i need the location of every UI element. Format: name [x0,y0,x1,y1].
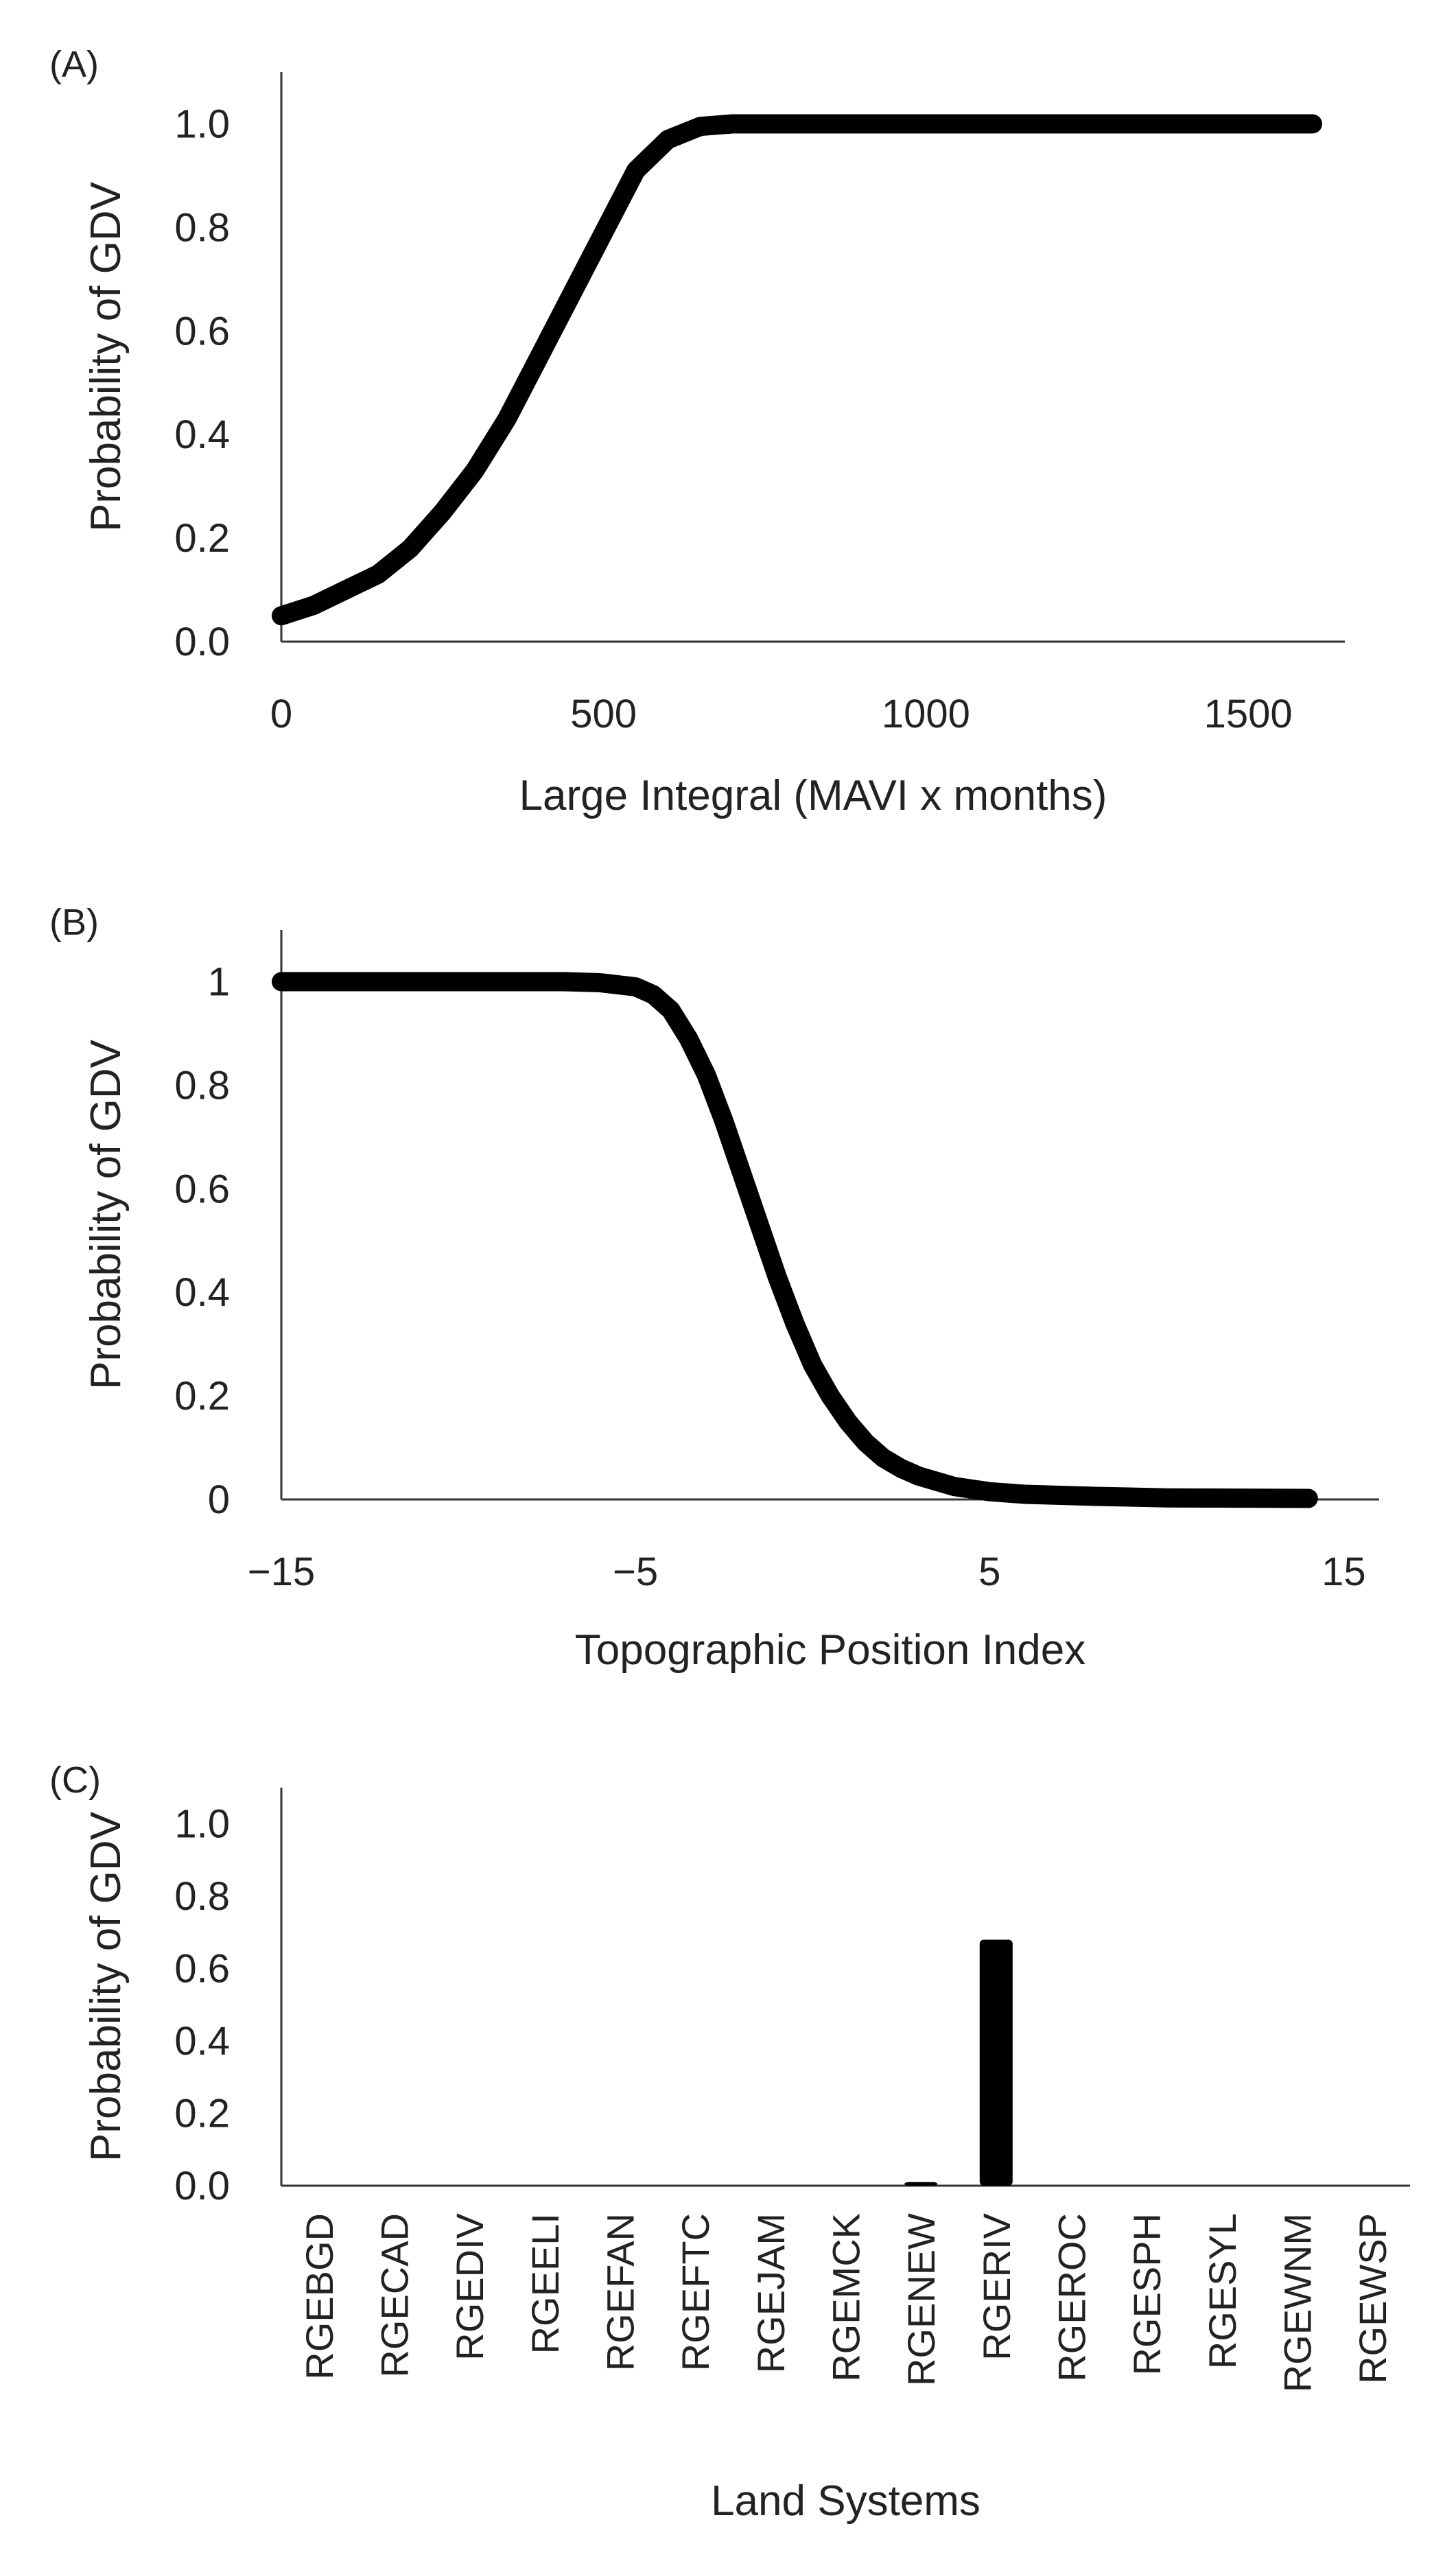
category-label: RGENEW [900,2213,943,2386]
category-label: RGEDIV [448,2212,491,2360]
category-label: RGEWSP [1351,2213,1394,2384]
category-label: RGEROC [1050,2213,1094,2382]
panel-label: (A) [49,44,99,85]
bar [904,2182,938,2186]
y-tick-label: 0.2 [174,2092,230,2136]
y-tick-label: 0.4 [174,412,230,457]
y-tick-label: 0.4 [174,2019,230,2064]
x-tick-label: 0 [270,692,292,736]
y-tick-label: 0.2 [174,1374,230,1418]
x-tick-label: −15 [248,1550,315,1594]
category-label: RGEJAM [749,2213,792,2373]
category-label: RGEWNM [1276,2213,1319,2392]
panel-label: (B) [49,902,99,943]
series-line [272,114,1322,626]
y-tick-label: 0.8 [174,1874,230,1919]
x-tick-label: 500 [570,692,637,736]
y-tick-label: 0.8 [174,1063,230,1108]
y-axis-title: Probability of GDV [82,1811,130,2162]
x-axis-title: Land Systems [711,2477,981,2525]
x-tick-label: 5 [978,1550,1000,1594]
panel-c: (C) 0.0 0.2 0.4 0.6 0.8 1.0 Probability of GDV R… [49,1760,1410,2525]
y-tick-label: 0.6 [174,1167,230,1211]
y-axis-title: Probability of GDV [82,181,130,532]
x-axis-title: Large Integral (MAVI x months) [519,772,1107,819]
x-tick-label: 15 [1322,1550,1366,1594]
bar [979,1939,1013,2186]
x-tick-label: 1500 [1204,692,1293,736]
y-tick-label: 0.4 [174,1270,230,1315]
category-label: RGESPH [1125,2213,1169,2376]
category-label: RGEFAN [599,2213,642,2371]
y-tick-label: 0.0 [174,2164,230,2208]
y-tick-label: 0.2 [174,516,230,561]
y-tick-label: 1.0 [174,1802,230,1847]
panel-b: (B) 0 0.2 0.4 0.6 0.8 1 Probability of GDV −15 −5… [49,902,1379,1674]
category-label: RGEFTC [674,2213,717,2371]
y-tick-label: 1.0 [174,102,230,146]
series-line [272,972,1318,1508]
category-label: RGESYL [1201,2213,1244,2369]
y-tick-label: 0.8 [174,205,230,250]
panel-a: (A) 0.0 0.2 0.4 0.6 0.8 1.0 Probability of GDV 0… [49,44,1345,819]
y-tick-label: 0.0 [174,620,230,664]
category-label: RGECAD [373,2213,416,2378]
x-tick-label: 1000 [882,692,970,736]
x-axis-title: Topographic Position Index [575,1626,1085,1674]
panel-label: (C) [49,1760,101,1801]
x-tick-label: −5 [613,1550,658,1594]
y-tick-label: 0.6 [174,1947,230,1991]
y-tick-label: 0 [208,1477,230,1522]
category-label: RGEMCK [825,2213,868,2382]
y-tick-label: 1 [208,959,230,1004]
category-label: RGEELI [524,2213,567,2354]
y-axis-title: Probability of GDV [82,1039,130,1390]
category-label: RGEBGD [298,2213,341,2380]
category-label: RGERIV [975,2212,1018,2360]
y-tick-label: 0.6 [174,309,230,353]
